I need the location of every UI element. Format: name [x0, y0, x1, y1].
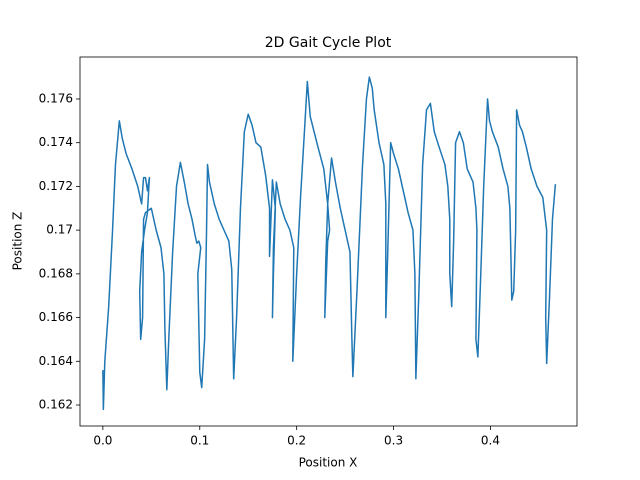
x-tick-label: 0.2 [287, 434, 306, 448]
x-axis-label: Position X [299, 456, 358, 470]
y-tick-label: 0.164 [39, 354, 73, 368]
y-tick-label: 0.168 [39, 266, 73, 280]
y-tick-label: 0.176 [39, 91, 73, 105]
y-tick-label: 0.174 [39, 135, 73, 149]
x-tick-label: 0.4 [481, 434, 500, 448]
y-tick-label: 0.172 [39, 179, 73, 193]
chart-title: 2D Gait Cycle Plot [265, 35, 392, 51]
x-tick-label: 0.1 [190, 434, 209, 448]
y-axis-label: Position Z [11, 212, 25, 271]
y-tick-label: 0.17 [46, 223, 73, 237]
y-tick-label: 0.162 [39, 398, 73, 412]
y-tick-label: 0.166 [39, 310, 73, 324]
x-tick-label: 0.3 [384, 434, 403, 448]
plot-frame [79, 56, 578, 427]
x-tick-label: 0.0 [93, 434, 112, 448]
data-line [102, 76, 557, 411]
